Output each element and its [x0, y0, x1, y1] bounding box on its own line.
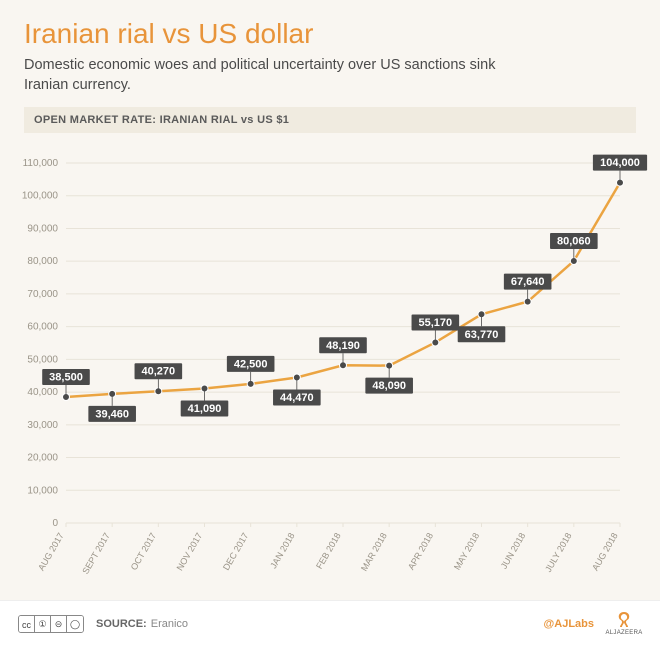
sa-icon: ◯ [67, 616, 83, 633]
svg-text:67,640: 67,640 [511, 276, 545, 288]
chart-subtitle: Domestic economic woes and political unc… [0, 56, 560, 107]
cc-icon: cc [19, 616, 35, 633]
footer-bar: cc ① ⊝ ◯ SOURCE: Eranico @AJLabs ALJAZEE… [0, 600, 660, 646]
cc-license-badge: cc ① ⊝ ◯ [18, 615, 84, 633]
svg-text:APR 2018: APR 2018 [406, 531, 435, 572]
aljazeera-logo-text: ALJAZEERA [605, 630, 642, 636]
by-icon: ① [35, 616, 51, 633]
chart-area: 0 10,000 20,000 30,000 40,000 50,000 60,000 70,… [10, 143, 650, 583]
svg-text:MAR 2018: MAR 2018 [359, 531, 389, 573]
svg-text:10,000: 10,000 [27, 485, 58, 496]
aljazeera-logo: ALJAZEERA [606, 609, 642, 639]
svg-text:55,170: 55,170 [419, 317, 453, 329]
svg-text:104,000: 104,000 [600, 157, 640, 169]
svg-text:JUN 2018: JUN 2018 [499, 531, 528, 571]
svg-text:48,090: 48,090 [372, 380, 406, 392]
svg-text:80,000: 80,000 [27, 256, 58, 267]
svg-text:60,000: 60,000 [27, 322, 58, 333]
svg-text:JAN 2018: JAN 2018 [268, 531, 296, 570]
legend-bar: OPEN MARKET RATE: IRANIAN RIAL vs US $1 [24, 107, 636, 133]
chart-title: Iranian rial vs US dollar [0, 18, 660, 56]
svg-text:42,500: 42,500 [234, 359, 268, 371]
svg-text:AUG 2017: AUG 2017 [36, 531, 66, 572]
line-chart-svg: 0 10,000 20,000 30,000 40,000 50,000 60,000 70,… [10, 143, 650, 583]
svg-text:MAY 2018: MAY 2018 [452, 531, 481, 572]
svg-text:48,190: 48,190 [326, 340, 360, 352]
svg-text:110,000: 110,000 [23, 158, 59, 169]
svg-text:40,270: 40,270 [142, 366, 176, 378]
svg-text:DEC 2017: DEC 2017 [221, 531, 250, 572]
svg-text:80,060: 80,060 [557, 236, 591, 248]
svg-text:90,000: 90,000 [27, 224, 58, 235]
infographic-container: Iranian rial vs US dollar Domestic econo… [0, 0, 660, 646]
twitter-handle[interactable]: @AJLabs [544, 618, 594, 630]
svg-text:100,000: 100,000 [22, 191, 59, 202]
source-prefix: SOURCE: [96, 618, 147, 630]
svg-text:0: 0 [52, 518, 58, 529]
source-value: Eranico [151, 618, 188, 630]
svg-text:JULY 2018: JULY 2018 [543, 531, 574, 574]
svg-text:AUG 2018: AUG 2018 [590, 531, 620, 572]
svg-text:20,000: 20,000 [27, 453, 58, 464]
svg-text:30,000: 30,000 [27, 420, 58, 431]
svg-text:44,470: 44,470 [280, 392, 314, 404]
svg-text:70,000: 70,000 [27, 289, 58, 300]
svg-text:63,770: 63,770 [465, 329, 499, 341]
svg-text:NOV 2017: NOV 2017 [175, 531, 205, 572]
svg-text:41,090: 41,090 [188, 403, 222, 415]
nc-icon: ⊝ [51, 616, 67, 633]
svg-text:40,000: 40,000 [27, 387, 58, 398]
svg-text:OCT 2017: OCT 2017 [129, 531, 158, 572]
svg-text:50,000: 50,000 [27, 354, 58, 365]
svg-text:38,500: 38,500 [49, 372, 83, 384]
svg-text:FEB 2018: FEB 2018 [314, 531, 343, 571]
svg-text:39,460: 39,460 [95, 408, 129, 420]
svg-text:SEPT 2017: SEPT 2017 [80, 531, 112, 576]
